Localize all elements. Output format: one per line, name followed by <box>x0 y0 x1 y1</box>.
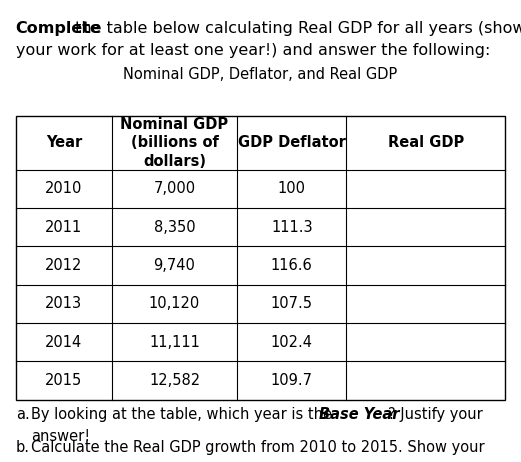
Text: 2010: 2010 <box>45 181 82 196</box>
Text: ? Justify your: ? Justify your <box>388 407 483 421</box>
Text: 2012: 2012 <box>45 258 82 273</box>
Text: 7,000: 7,000 <box>154 181 195 196</box>
Text: 10,120: 10,120 <box>149 296 200 311</box>
Text: Real GDP: Real GDP <box>388 135 464 151</box>
Text: 11,111: 11,111 <box>149 334 200 350</box>
Text: Calculate the Real GDP growth from 2010 to 2015. Show your: Calculate the Real GDP growth from 2010 … <box>31 440 485 455</box>
Text: answer!: answer! <box>31 429 90 444</box>
Text: 111.3: 111.3 <box>271 219 313 235</box>
Text: a.: a. <box>16 407 29 421</box>
Text: 12,582: 12,582 <box>149 373 200 388</box>
Text: 2011: 2011 <box>45 219 82 235</box>
Text: 2013: 2013 <box>45 296 82 311</box>
Text: your work for at least one year!) and answer the following:: your work for at least one year!) and an… <box>16 43 490 58</box>
Text: 8,350: 8,350 <box>154 219 195 235</box>
Text: Nominal GDP, Deflator, and Real GDP: Nominal GDP, Deflator, and Real GDP <box>123 67 398 82</box>
Text: the table below calculating Real GDP for all years (show: the table below calculating Real GDP for… <box>70 21 521 36</box>
Text: GDP Deflator: GDP Deflator <box>238 135 346 151</box>
Text: Year: Year <box>46 135 82 151</box>
Text: 2015: 2015 <box>45 373 82 388</box>
Text: By looking at the table, which year is the: By looking at the table, which year is t… <box>31 407 337 421</box>
Text: b.: b. <box>16 440 30 455</box>
Text: Nominal GDP
(billions of
dollars): Nominal GDP (billions of dollars) <box>120 117 229 169</box>
Text: 109.7: 109.7 <box>271 373 313 388</box>
Bar <box>16 116 505 400</box>
Text: 107.5: 107.5 <box>271 296 313 311</box>
Text: 116.6: 116.6 <box>271 258 313 273</box>
Text: 102.4: 102.4 <box>271 334 313 350</box>
Text: Complete: Complete <box>16 21 102 36</box>
Text: 100: 100 <box>278 181 306 196</box>
Text: 2014: 2014 <box>45 334 82 350</box>
Text: 9,740: 9,740 <box>154 258 195 273</box>
Text: Base Year: Base Year <box>319 407 400 421</box>
